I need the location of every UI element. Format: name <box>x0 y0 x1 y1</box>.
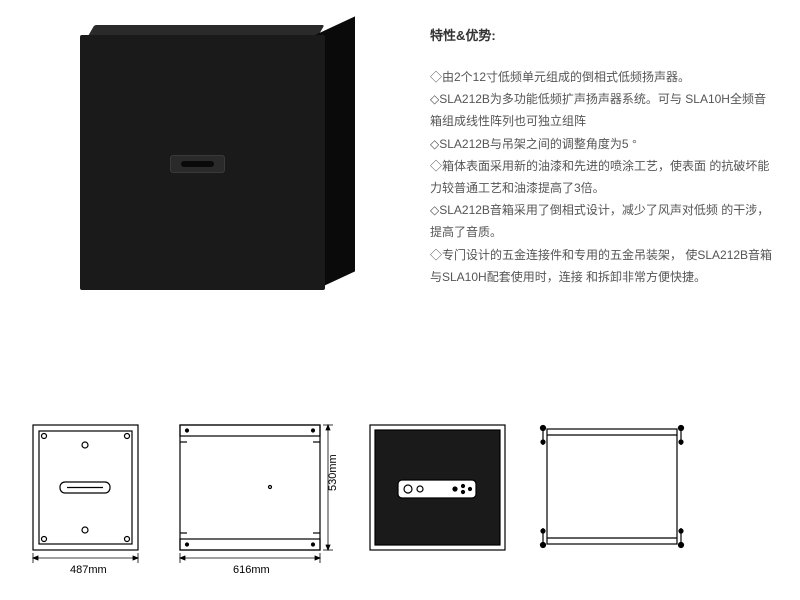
technical-diagrams: 487mm 616mm <box>0 410 800 585</box>
features-text: 特性&优势: ◇由2个12寸低频单元组成的倒相式低频扬声器。 ◇SLA212B为… <box>395 20 775 350</box>
dim-height: 530mm <box>327 454 339 491</box>
diagram-top-view <box>525 415 700 585</box>
dim-width: 487mm <box>70 564 107 576</box>
feature-item: ◇由2个12寸低频单元组成的倒相式低频扬声器。 <box>430 66 775 88</box>
feature-item: ◇箱体表面采用新的油漆和先进的喷涂工艺，使表面 的抗破坏能力较普通工艺和油漆提高… <box>430 155 775 199</box>
dim-depth: 616mm <box>233 564 270 576</box>
features-title: 特性&优势: <box>430 25 775 44</box>
feature-item: ◇专门设计的五金连接件和专用的五金吊装架， 使SLA212B音箱与SLA10H配… <box>430 244 775 288</box>
feature-item: ◇SLA212B与吊架之间的调整角度为5 ° <box>430 133 775 155</box>
diagram-front-view: 487mm <box>15 415 155 585</box>
product-photo <box>25 20 395 350</box>
feature-item: ◇SLA212B为多功能低频扩声扬声器系统。可与 SLA10H全频音箱组成线性阵… <box>430 88 775 132</box>
diagram-rear-view <box>350 415 525 585</box>
diagram-side-view: 616mm 530mm <box>155 415 350 585</box>
feature-item: ◇SLA212B音箱采用了倒相式设计，减少了风声对低频 的干涉，提高了音质。 <box>430 199 775 243</box>
